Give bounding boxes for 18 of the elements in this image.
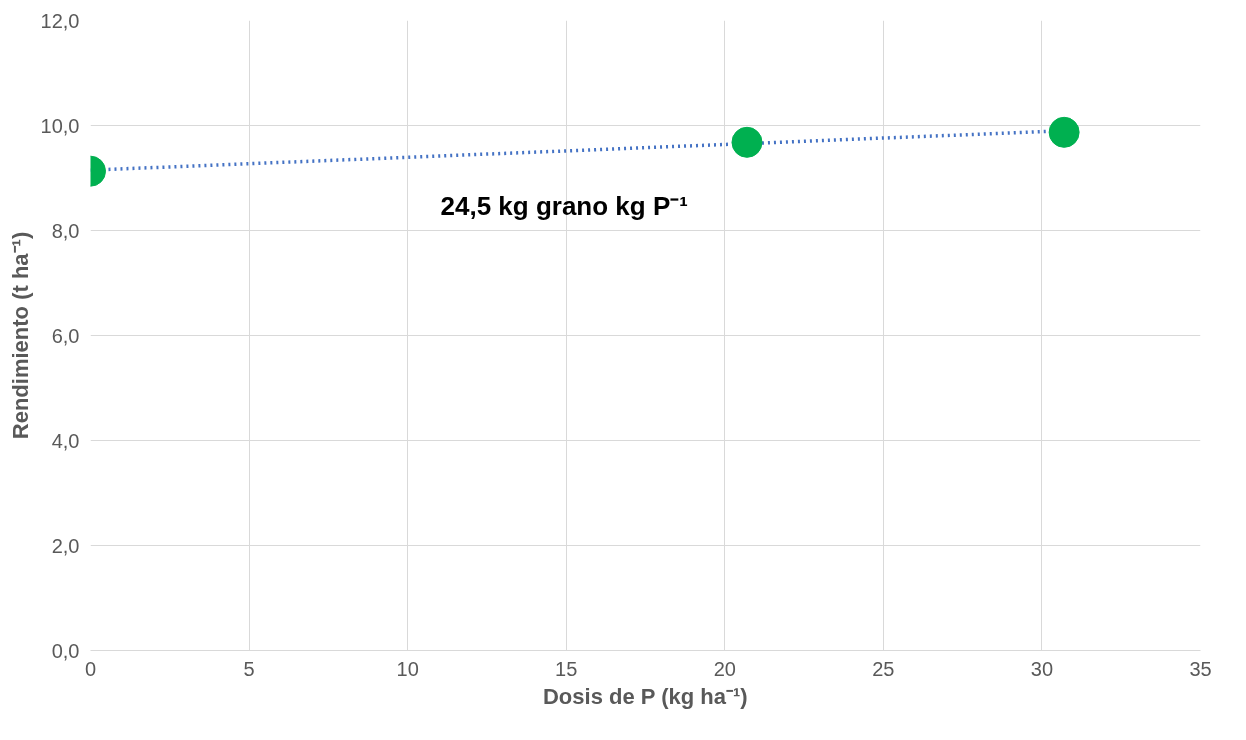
y-tick-label: 2,0 xyxy=(51,534,80,557)
annotation: 24,5 kg grano kg P⁻¹ xyxy=(440,190,688,221)
y-tick-label: 12,0 xyxy=(40,9,80,32)
x-tick-label: 20 xyxy=(713,657,736,680)
x-tick-label: 25 xyxy=(872,657,895,680)
y-tick-label: 4,0 xyxy=(51,429,80,452)
y-tick-label: 6,0 xyxy=(51,324,80,347)
y-tick-label: 10,0 xyxy=(40,114,80,137)
x-tick-label: 15 xyxy=(555,657,578,680)
x-tick-label: 5 xyxy=(243,657,255,680)
x-tick-label: 0 xyxy=(84,657,97,680)
x-axis-title: Dosis de P (kg ha⁻¹) xyxy=(542,683,748,709)
x-tick-label: 30 xyxy=(1030,657,1054,680)
x-tick-label: 10 xyxy=(396,657,419,680)
y-tick-label: 0,0 xyxy=(51,639,80,662)
y-tick-label: 8,0 xyxy=(51,219,80,242)
x-tick-label: 35 xyxy=(1189,657,1212,680)
y-axis-title: Rendimiento (t ha⁻¹) xyxy=(7,231,33,440)
